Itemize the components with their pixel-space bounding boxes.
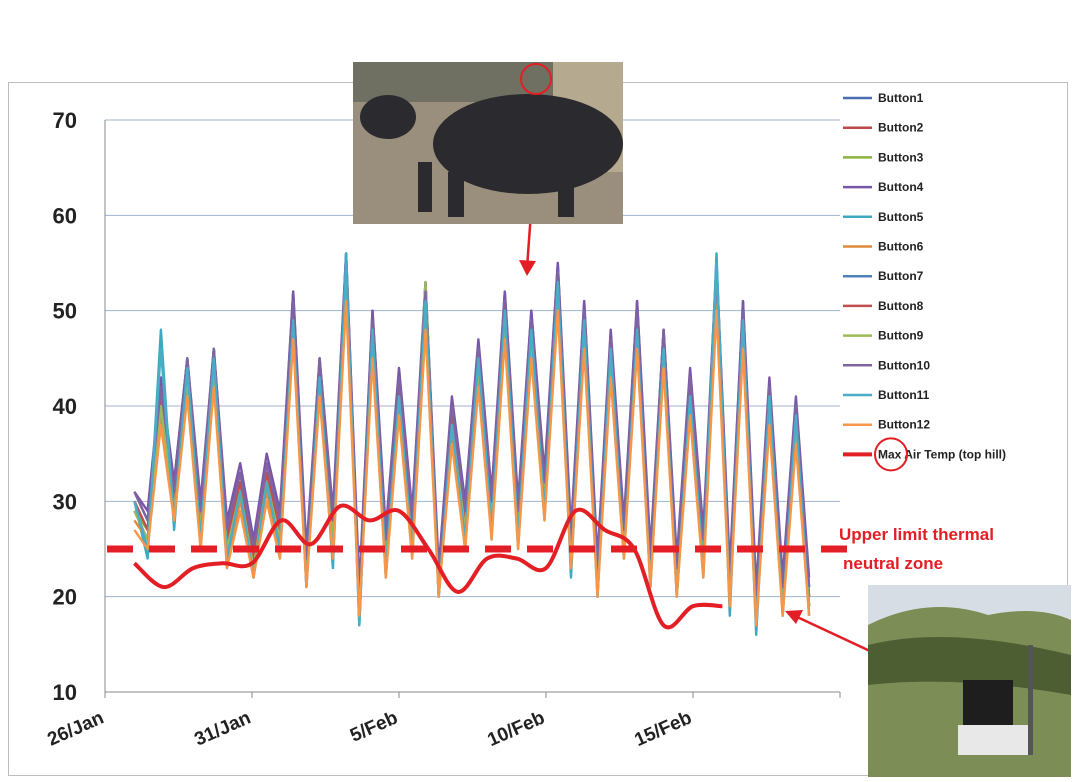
series-line — [133, 261, 811, 598]
x-tick-label: 15/Feb — [631, 707, 695, 751]
legend-entry: Button10 — [843, 358, 930, 372]
legend-entry: Button1 — [843, 91, 924, 105]
y-tick-label: 50 — [53, 299, 77, 324]
x-tick-label: 5/Feb — [347, 707, 401, 746]
legend-label: Button4 — [878, 180, 924, 194]
y-tick-label: 30 — [53, 489, 77, 514]
legend-label: Button8 — [878, 299, 924, 313]
legend-entry: Button12 — [843, 418, 930, 432]
legend-entry: Button2 — [843, 121, 924, 135]
legend: Button1 Button2 Button3 Button4 Button5 Butto… — [843, 91, 1006, 472]
legend-entry: Button11 — [843, 388, 930, 402]
legend-label: Button6 — [878, 240, 924, 254]
legend-entry: Button5 — [843, 210, 924, 224]
weather-station-photo — [868, 585, 1071, 777]
threshold-label: Upper limit thermal — [839, 525, 994, 544]
y-tick-label: 60 — [53, 203, 77, 228]
station-arrow-head — [785, 610, 803, 624]
x-tick-label: 31/Jan — [191, 707, 254, 750]
legend-label: Button3 — [878, 150, 924, 164]
legend-label: Button5 — [878, 210, 924, 224]
legend-entry: Button9 — [843, 329, 924, 343]
y-tick-label: 70 — [53, 108, 77, 133]
legend-entry: Button3 — [843, 150, 924, 164]
legend-label: Button1 — [878, 91, 924, 105]
series-line — [133, 261, 811, 627]
legend-label: Button10 — [878, 358, 930, 372]
legend-entry: Button8 — [843, 299, 924, 313]
y-tick-label: 10 — [53, 680, 77, 705]
legend-entry: Button6 — [843, 240, 924, 254]
x-tick-label: 10/Feb — [484, 707, 548, 751]
cow-photo — [353, 62, 623, 224]
legend-entry: Button4 — [843, 180, 924, 194]
threshold-label: neutral zone — [843, 554, 943, 573]
max-air-temp-line — [133, 503, 723, 630]
legend-label: Button11 — [878, 388, 930, 402]
legend-highlight-circle — [874, 437, 908, 472]
legend-label: Max Air Temp (top hill) — [878, 447, 1006, 461]
series-line — [133, 299, 811, 627]
legend-entry: Button7 — [843, 269, 924, 283]
y-tick-label: 40 — [53, 394, 77, 419]
x-tick-label: 26/Jan — [44, 707, 107, 750]
axes: 10 20 30 40 50 60 70 26/Jan 31/Jan 5/Feb 10/Feb 15/… — [44, 108, 841, 751]
legend-label: Button7 — [878, 269, 924, 283]
legend-label: Button9 — [878, 329, 924, 343]
legend-label: Button2 — [878, 121, 924, 135]
legend-entry: Max Air Temp (top hill) — [843, 437, 1006, 472]
legend-label: Button12 — [878, 418, 930, 432]
y-tick-label: 20 — [53, 585, 77, 610]
cow-arrow-head — [519, 260, 536, 276]
series-group — [133, 252, 811, 636]
